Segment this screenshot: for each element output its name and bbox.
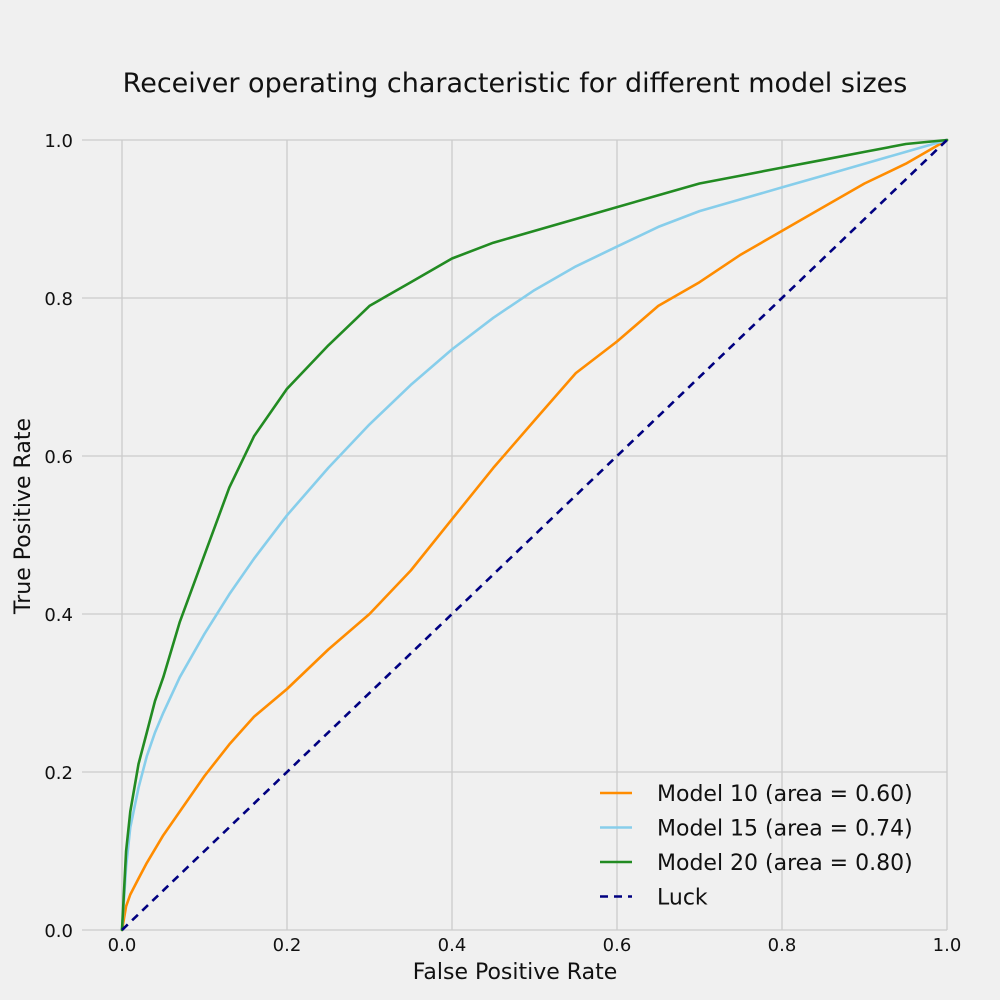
- x-axis-label: False Positive Rate: [413, 960, 617, 985]
- y-tick-label: 0.6: [44, 447, 73, 468]
- legend-entry-label: Model 10 (area = 0.60): [657, 782, 913, 807]
- legend-entry-label: Luck: [657, 886, 708, 911]
- gridlines: [82, 139, 948, 931]
- y-axis-label: True Positive Rate: [11, 418, 36, 615]
- series-line-3: [120, 138, 949, 932]
- legend: Model 10 (area = 0.60) Model 15 (area = 0…: [600, 782, 913, 911]
- x-tick-label: 0.8: [768, 935, 797, 956]
- x-tick-label: 0.4: [438, 935, 467, 956]
- x-tick-label: 0.6: [603, 935, 632, 956]
- legend-entry-label: Model 15 (area = 0.74): [657, 817, 913, 842]
- series-line-1: [120, 138, 949, 932]
- x-tick-label: 0.0: [108, 935, 137, 956]
- y-tick-label: 0.2: [44, 763, 73, 784]
- y-tick-label: 0.4: [44, 605, 73, 626]
- series-lines: [120, 138, 949, 932]
- series-line-2: [120, 138, 949, 932]
- x-tick-label: 0.2: [273, 935, 302, 956]
- y-tick-label: 0.0: [44, 921, 73, 942]
- tick-labels: 0.0 0.2 0.4 0.6 0.8 1.0 0.0 0.2 0.4 0.6 0.8 1.0: [44, 131, 961, 956]
- legend-entry-label: Model 20 (area = 0.80): [657, 851, 913, 876]
- y-tick-label: 1.0: [44, 131, 73, 152]
- chart-title: Receiver operating characteristic for di…: [123, 68, 908, 99]
- y-tick-label: 0.8: [44, 289, 73, 310]
- x-tick-label: 1.0: [933, 935, 962, 956]
- series-line-4: [121, 139, 948, 931]
